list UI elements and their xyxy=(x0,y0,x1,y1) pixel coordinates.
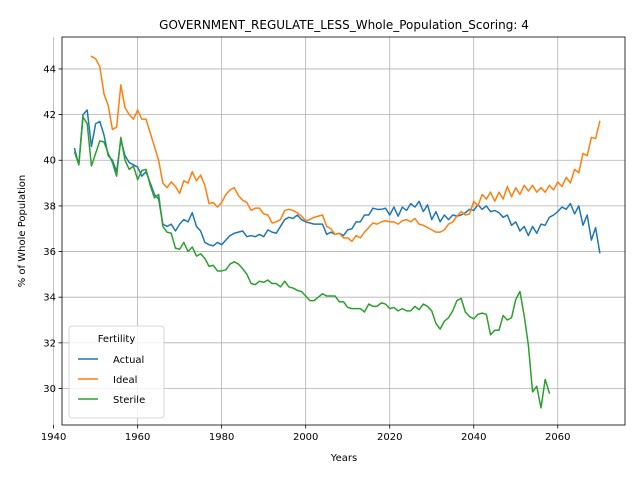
x-axis-label: Years xyxy=(330,453,357,464)
x-tick-label: 1940 xyxy=(41,432,66,443)
y-tick-label: 32 xyxy=(43,338,56,349)
y-axis: 30 32 34 36 38 40 42 44 xyxy=(43,64,62,395)
y-tick-label: 40 xyxy=(43,156,56,167)
x-tick-label: 1980 xyxy=(209,432,234,443)
y-tick-label: 34 xyxy=(43,293,56,304)
y-tick-label: 42 xyxy=(43,110,56,121)
legend-title: Fertility xyxy=(98,334,136,345)
y-tick-label: 38 xyxy=(43,201,56,212)
y-axis-label: % of Whole Population xyxy=(17,175,28,288)
x-tick-label: 2040 xyxy=(461,432,486,443)
chart-title: GOVERNMENT_REGULATE_LESS_Whole_Populatio… xyxy=(159,18,529,32)
x-axis: 1940 1960 1980 2000 2020 2040 2060 xyxy=(41,425,571,443)
y-tick-label: 30 xyxy=(43,384,56,395)
series-line-sterile xyxy=(73,116,551,409)
legend-box xyxy=(68,325,165,419)
series-layer xyxy=(73,55,601,409)
y-tick-label: 36 xyxy=(43,247,56,258)
series-line-ideal xyxy=(90,55,601,243)
legend-label-ideal: Ideal xyxy=(113,375,137,386)
legend-label-actual: Actual xyxy=(113,355,144,366)
legend-label-sterile: Sterile xyxy=(113,395,145,406)
legend: Fertility Actual Ideal Sterile xyxy=(68,325,165,419)
x-tick-label: 1960 xyxy=(125,432,150,443)
y-tick-label: 44 xyxy=(43,64,56,75)
axes-frame xyxy=(61,36,626,426)
x-tick-label: 2000 xyxy=(293,432,318,443)
x-tick-label: 2060 xyxy=(545,432,570,443)
x-tick-label: 2020 xyxy=(377,432,402,443)
